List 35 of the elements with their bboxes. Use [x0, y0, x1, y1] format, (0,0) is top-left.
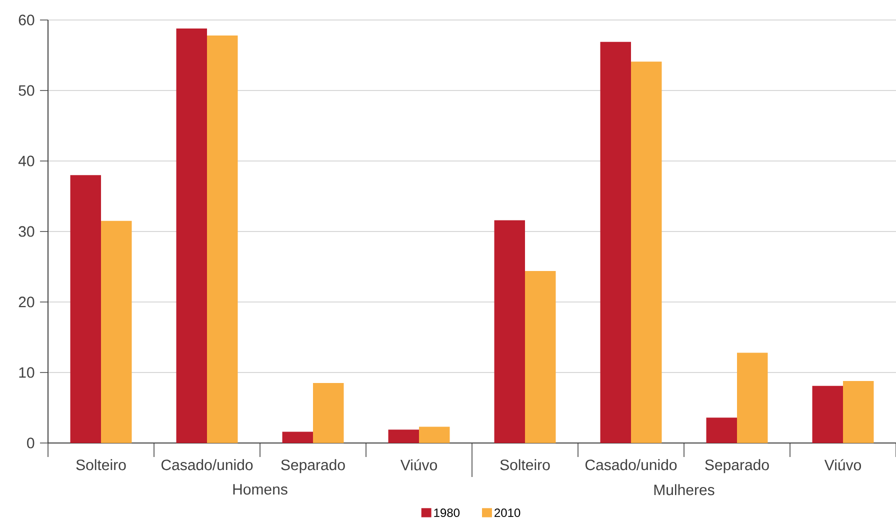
y-tick-label: 10	[19, 367, 34, 378]
y-tick-label: 50	[18, 85, 34, 96]
bar	[706, 418, 737, 443]
legend-label: 2010	[494, 508, 520, 518]
y-tick-label: 0	[27, 438, 34, 448]
bar	[812, 386, 843, 443]
y-tick-label: 60	[18, 14, 34, 26]
x-tick-label: Viúvo	[824, 459, 861, 470]
bar	[494, 220, 526, 443]
bar	[282, 432, 314, 443]
bar	[600, 42, 632, 443]
y-tick-label: 30	[18, 226, 34, 237]
bar	[70, 175, 102, 443]
bar	[313, 383, 344, 443]
x-tick-label: Separado	[705, 459, 769, 474]
bar	[843, 380, 874, 443]
legend-label: 1980	[434, 508, 460, 518]
x-tick-label: Casado/unido	[161, 459, 253, 470]
bar	[388, 430, 420, 443]
y-tick-label: 20	[18, 296, 34, 308]
bar	[525, 270, 556, 443]
bar	[101, 220, 132, 443]
bar	[419, 426, 450, 443]
x-tick-label: Solteiro	[500, 459, 550, 470]
x-tick-label: Solteiro	[76, 459, 126, 470]
bar	[207, 36, 238, 443]
text: Mulheres	[654, 484, 714, 496]
x-tick-label: Separado	[281, 459, 345, 474]
x-tick-label: Casado/unido	[585, 459, 677, 470]
bar	[631, 62, 662, 443]
text: Homens	[233, 484, 288, 495]
bar	[176, 28, 208, 443]
bar	[737, 352, 768, 443]
y-tick-label: 40	[18, 156, 34, 166]
x-tick-label: Viúvo	[400, 459, 437, 470]
